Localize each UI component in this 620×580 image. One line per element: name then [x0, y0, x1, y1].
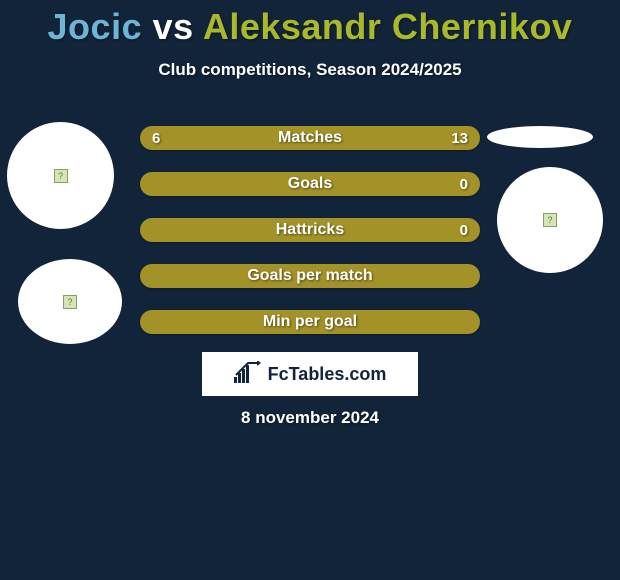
stat-label: Matches: [278, 129, 342, 147]
stat-bar: Goals 0: [140, 172, 480, 196]
stat-label: Goals: [288, 175, 332, 193]
player-avatar-left-1: ?: [7, 122, 114, 229]
brand-text: FcTables.com: [268, 364, 387, 385]
stat-bar: 6 Matches 13: [140, 126, 480, 150]
stat-right-value: 13: [451, 130, 468, 147]
stat-label: Hattricks: [276, 221, 344, 239]
stat-bar: Goals per match: [140, 264, 480, 288]
player2-name: Aleksandr Chernikov: [203, 6, 573, 47]
stat-bar: Min per goal: [140, 310, 480, 334]
vs-text: vs: [153, 6, 194, 47]
decorative-ellipse: [487, 126, 593, 148]
player-avatar-left-2: ?: [18, 259, 122, 344]
date-text: 8 november 2024: [0, 408, 620, 428]
comparison-title: Jocic vs Aleksandr Chernikov: [0, 0, 620, 48]
stat-label: Goals per match: [247, 267, 372, 285]
image-placeholder-icon: ?: [54, 169, 68, 183]
image-placeholder-icon: ?: [543, 213, 557, 227]
player1-name: Jocic: [48, 6, 143, 47]
stat-bar: Hattricks 0: [140, 218, 480, 242]
image-placeholder-icon: ?: [63, 295, 77, 309]
stat-bars-container: 6 Matches 13 Goals 0 Hattricks 0 Goals per matc…: [140, 126, 480, 356]
player-avatar-right: ?: [497, 167, 603, 273]
subtitle: Club competitions, Season 2024/2025: [0, 60, 620, 80]
stat-label: Min per goal: [263, 313, 357, 331]
stat-right-value: 0: [460, 222, 468, 239]
stat-right-value: 0: [460, 176, 468, 193]
stat-left-value: 6: [152, 130, 160, 147]
brand-box: FcTables.com: [202, 352, 418, 396]
fctables-logo-icon: [234, 361, 262, 388]
